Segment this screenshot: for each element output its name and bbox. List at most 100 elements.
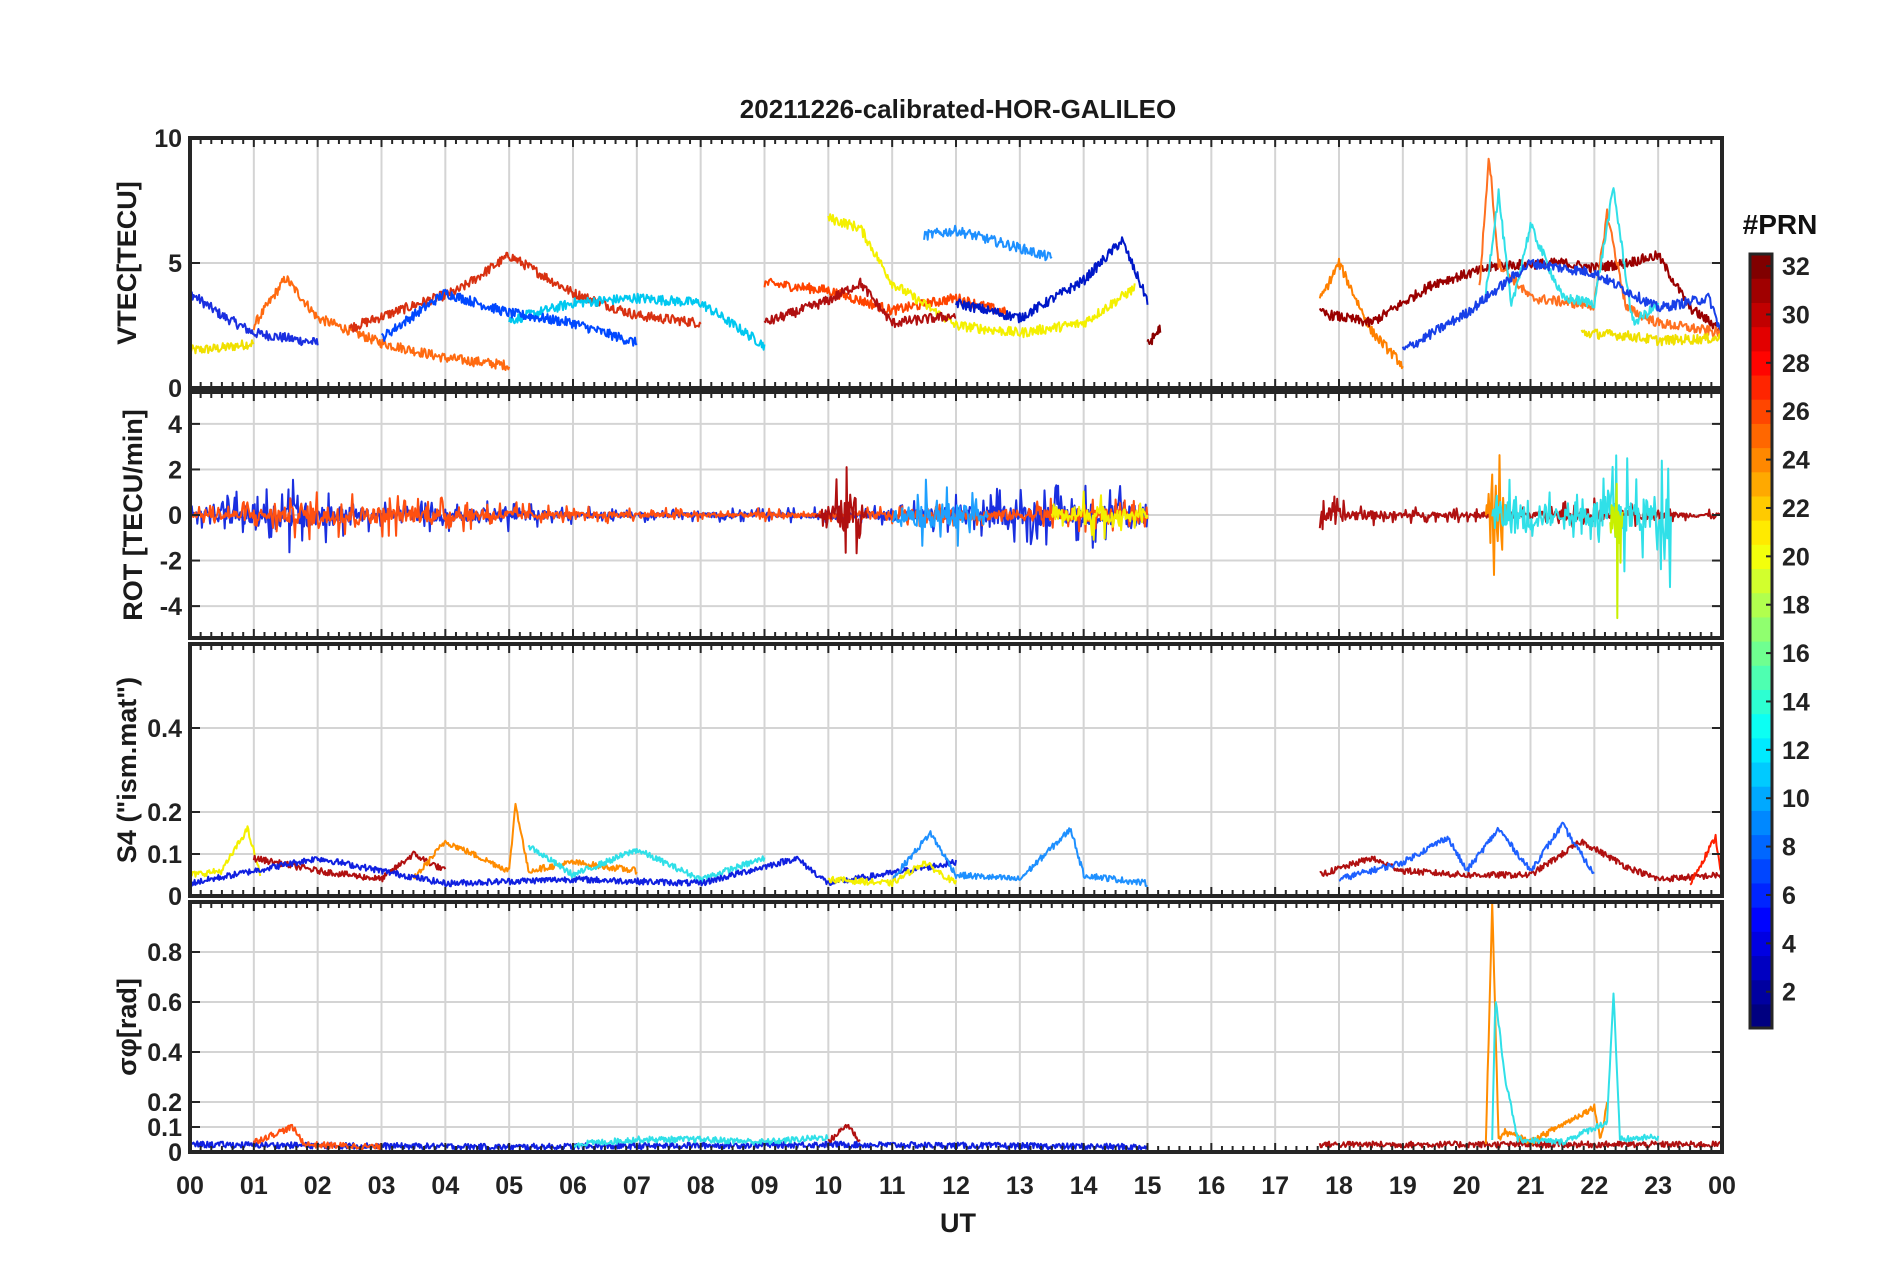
x-tick-label: 13	[1006, 1172, 1034, 1200]
y-tick-label: 0	[168, 1139, 182, 1167]
y-tick-label: -4	[160, 593, 182, 621]
colorbar-tick-label: 24	[1782, 447, 1810, 475]
x-tick-label: 20	[1453, 1172, 1481, 1200]
series-line-1	[190, 339, 255, 355]
colorbar-tick-label: 30	[1782, 301, 1810, 329]
colorbar-segment	[1750, 350, 1772, 376]
y-axis-label: σφ[rad]	[112, 978, 142, 1076]
series-line-6	[381, 288, 638, 347]
series-line-4	[348, 251, 702, 333]
x-tick-label: 16	[1197, 1172, 1225, 1200]
x-axis-label: UT	[940, 1208, 976, 1238]
colorbar-segment	[1750, 592, 1772, 618]
colorbar-segment	[1750, 786, 1772, 811]
colorbar-segment	[1750, 810, 1772, 836]
series-line-9	[923, 224, 1053, 262]
colorbar-segment	[1750, 423, 1772, 449]
colorbar-segment	[1750, 326, 1772, 352]
series-line-3	[572, 1134, 829, 1148]
colorbar-segment	[1750, 834, 1772, 860]
x-tick-label: 10	[814, 1172, 842, 1200]
y-axis-label: ROT [TECU/min]	[118, 409, 148, 620]
colorbar-tick-label: 10	[1782, 785, 1810, 813]
panel-4: 00.10.2 0.4 0.6 0.8σφ[rad]	[112, 900, 1724, 1167]
series-line-7	[1491, 992, 1660, 1146]
x-tick-label: 08	[687, 1172, 715, 1200]
x-tick-label: 02	[304, 1172, 332, 1200]
chart-title: 20211226-calibrated-HOR-GALILEO	[740, 94, 1176, 124]
y-tick-label: 0.6	[147, 989, 182, 1017]
x-tick-label: 18	[1325, 1172, 1353, 1200]
colorbar-tick-label: 28	[1782, 350, 1810, 378]
series-line-8	[827, 213, 1136, 339]
colorbar-segment	[1750, 907, 1772, 932]
x-tick-label: 09	[751, 1172, 779, 1200]
colorbar-segment	[1750, 979, 1772, 1005]
colorbar-tick-label: 16	[1782, 640, 1810, 668]
series-line-9	[1338, 821, 1595, 882]
series-line-16	[1484, 187, 1660, 326]
x-tick-label: 07	[623, 1172, 651, 1200]
colorbar-segment	[1750, 447, 1772, 473]
series-group	[190, 157, 1722, 371]
y-tick-label: 0.4	[147, 715, 182, 743]
series-line-8	[1319, 838, 1722, 883]
series-group	[190, 454, 1722, 620]
y-tick-label: 0.2	[147, 1089, 182, 1117]
x-tick-label: 03	[368, 1172, 396, 1200]
series-line-4	[827, 1123, 861, 1143]
series-line-2	[190, 289, 319, 347]
series-line-1	[190, 825, 262, 878]
colorbar-segment	[1750, 520, 1772, 545]
y-tick-label: 5	[168, 250, 182, 278]
series-line-5	[1318, 1140, 1722, 1149]
x-tick-label: 04	[431, 1172, 459, 1200]
series-line-17	[1401, 258, 1722, 351]
x-tick-label: 19	[1389, 1172, 1417, 1200]
y-tick-label: 4	[168, 411, 182, 439]
series-line-15	[1478, 157, 1722, 338]
series-line-7	[827, 860, 957, 888]
y-tick-label: 0	[168, 883, 182, 911]
series-group	[190, 802, 1722, 888]
x-tick-label: 21	[1517, 1172, 1545, 1200]
colorbar-segment	[1750, 302, 1772, 328]
colorbar-segment	[1750, 568, 1772, 594]
y-tick-label: 0.2	[147, 799, 182, 827]
colorbar-segment	[1750, 689, 1772, 715]
series-line-6	[1484, 902, 1609, 1145]
series-line-10	[1689, 833, 1722, 886]
series-line-10	[955, 236, 1149, 324]
colorbar-segment	[1750, 495, 1772, 521]
colorbar-segment	[1750, 882, 1772, 908]
colorbar-segment	[1750, 641, 1772, 666]
series-line-8	[1491, 454, 1672, 589]
colorbar-tick-label: 2	[1782, 979, 1796, 1007]
colorbar-segment	[1750, 665, 1772, 690]
colorbar-segment	[1750, 616, 1772, 642]
series-line-5	[190, 855, 957, 888]
y-tick-label: 0.8	[147, 939, 182, 967]
y-tick-label: 2	[168, 456, 182, 484]
y-tick-label: 0	[168, 502, 182, 530]
colorbar-tick-label: 6	[1782, 882, 1796, 910]
x-tick-label: 06	[559, 1172, 587, 1200]
x-tick-label: 00	[176, 1172, 204, 1200]
colorbar-tick-label: 26	[1782, 398, 1810, 426]
series-line-11	[763, 277, 957, 329]
y-tick-label: -2	[160, 548, 182, 576]
colorbar-segment	[1750, 931, 1772, 957]
colorbar-segment	[1750, 544, 1772, 570]
colorbar-segment	[1750, 858, 1772, 884]
y-axis-label: VTEC[TECU]	[112, 181, 142, 345]
colorbar-tick-label: 20	[1782, 543, 1810, 571]
x-tick-label: 14	[1070, 1172, 1098, 1200]
colorbar-tick-label: 8	[1782, 834, 1796, 862]
series-line-6	[891, 827, 1148, 887]
colorbar-title: #PRN	[1743, 209, 1818, 240]
y-tick-label: 0.1	[147, 1114, 182, 1142]
x-tick-label: 17	[1261, 1172, 1289, 1200]
colorbar-tick-label: 18	[1782, 592, 1810, 620]
